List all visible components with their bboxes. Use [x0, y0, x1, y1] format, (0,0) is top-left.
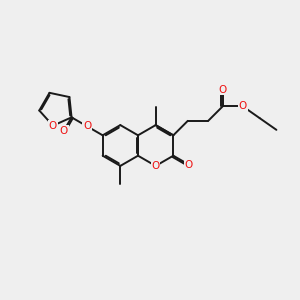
- Text: O: O: [60, 126, 68, 136]
- Text: O: O: [152, 161, 160, 171]
- Text: O: O: [83, 121, 91, 131]
- Text: O: O: [239, 101, 247, 112]
- Text: O: O: [218, 85, 227, 95]
- Text: O: O: [185, 160, 193, 170]
- Text: O: O: [49, 121, 57, 130]
